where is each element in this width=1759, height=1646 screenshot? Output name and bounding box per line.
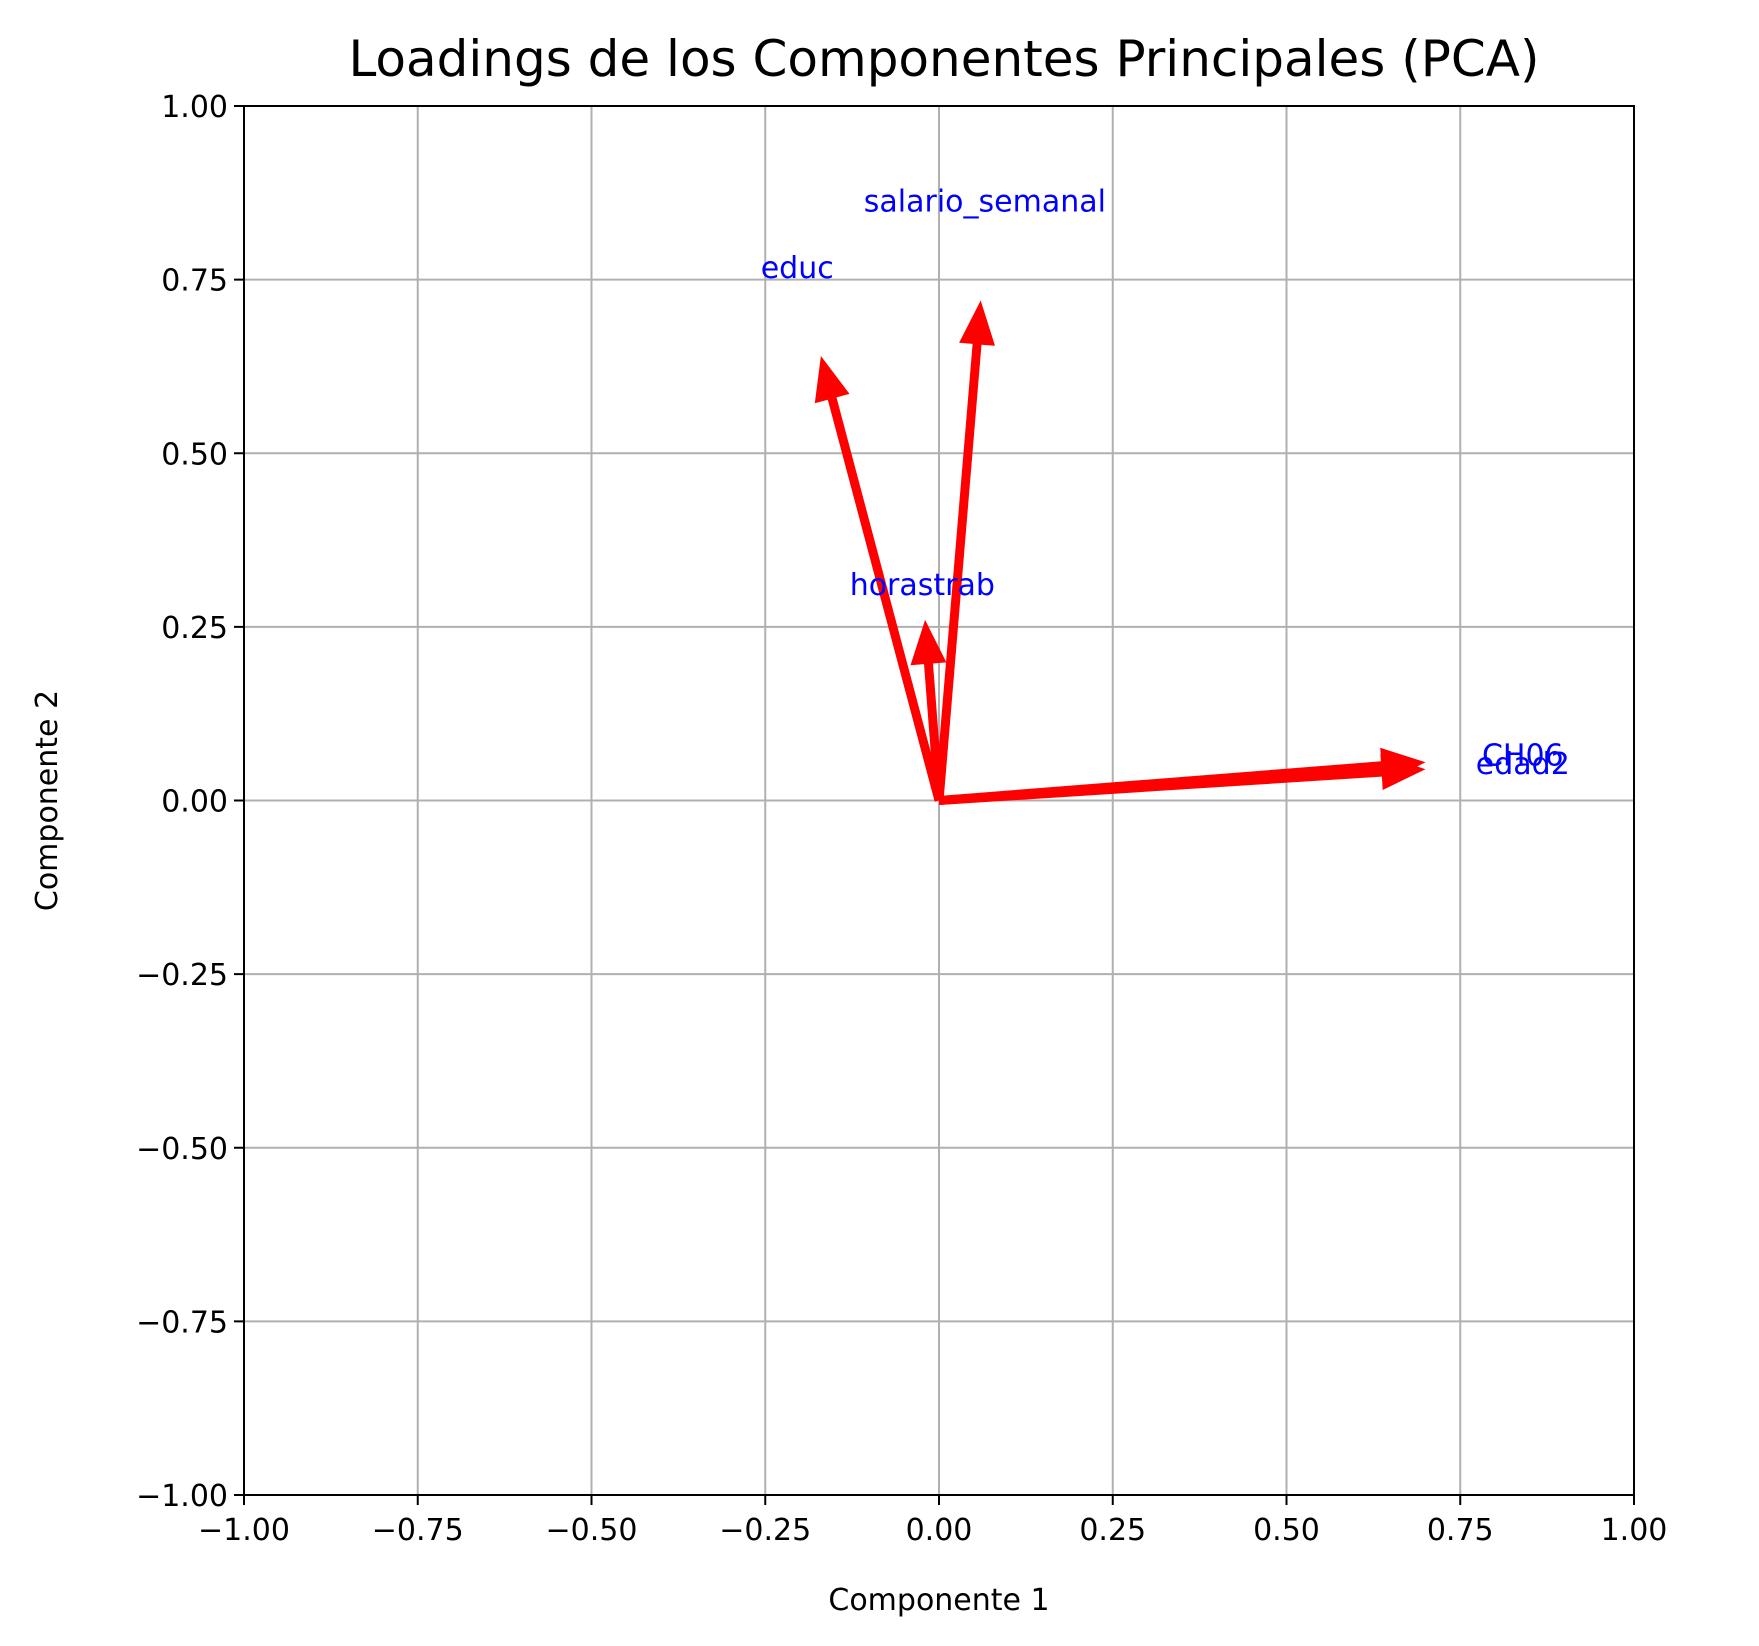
y-tick-label: 0.25 bbox=[161, 611, 228, 646]
vector-label-CH06: CH06 bbox=[1482, 739, 1564, 774]
y-tick-label: 0.50 bbox=[161, 437, 228, 472]
y-tick-label: 0.75 bbox=[161, 264, 228, 299]
vector-label-horastrab: horastrab bbox=[850, 568, 995, 603]
loading-arrow-salario_semanal bbox=[934, 300, 995, 801]
x-tick-label: −0.75 bbox=[372, 1513, 464, 1548]
vector-label-salario_semanal: salario_semanal bbox=[864, 184, 1106, 219]
loading-arrow-edad2 bbox=[938, 754, 1426, 805]
y-tick-label: −0.25 bbox=[136, 958, 228, 993]
x-tick-label: 1.00 bbox=[1601, 1513, 1668, 1548]
x-tick-label: −1.00 bbox=[198, 1513, 290, 1548]
x-tick-label: 0.00 bbox=[906, 1513, 973, 1548]
axis-ticks: −1.00 −0.75 −0.50 −0.25 0.00 0.25 0.50 0.75 1.00… bbox=[136, 90, 1667, 1548]
y-tick-label: 0.00 bbox=[161, 785, 228, 820]
y-tick-label: −1.00 bbox=[136, 1479, 228, 1514]
x-tick-label: −0.50 bbox=[546, 1513, 638, 1548]
y-tick-label: −0.75 bbox=[136, 1305, 228, 1340]
x-tick-label: 0.75 bbox=[1427, 1513, 1494, 1548]
loading-vectors bbox=[814, 300, 1426, 805]
y-tick-label: 1.00 bbox=[161, 90, 228, 125]
vector-label-educ: educ bbox=[761, 251, 834, 286]
vector-label-edad2: edad2 bbox=[1476, 747, 1570, 782]
x-axis-title: Componente 1 bbox=[828, 1583, 1049, 1618]
y-axis-title: Componente 2 bbox=[30, 690, 65, 911]
loading-arrow-educ bbox=[814, 356, 944, 802]
x-tick-label: 0.50 bbox=[1253, 1513, 1320, 1548]
x-tick-label: −0.25 bbox=[719, 1513, 811, 1548]
y-tick-label: −0.50 bbox=[136, 1132, 228, 1167]
chart-title: Loadings de los Componentes Principales … bbox=[348, 30, 1539, 88]
x-tick-label: 0.25 bbox=[1079, 1513, 1146, 1548]
loading-arrow-horastrab bbox=[910, 619, 947, 801]
